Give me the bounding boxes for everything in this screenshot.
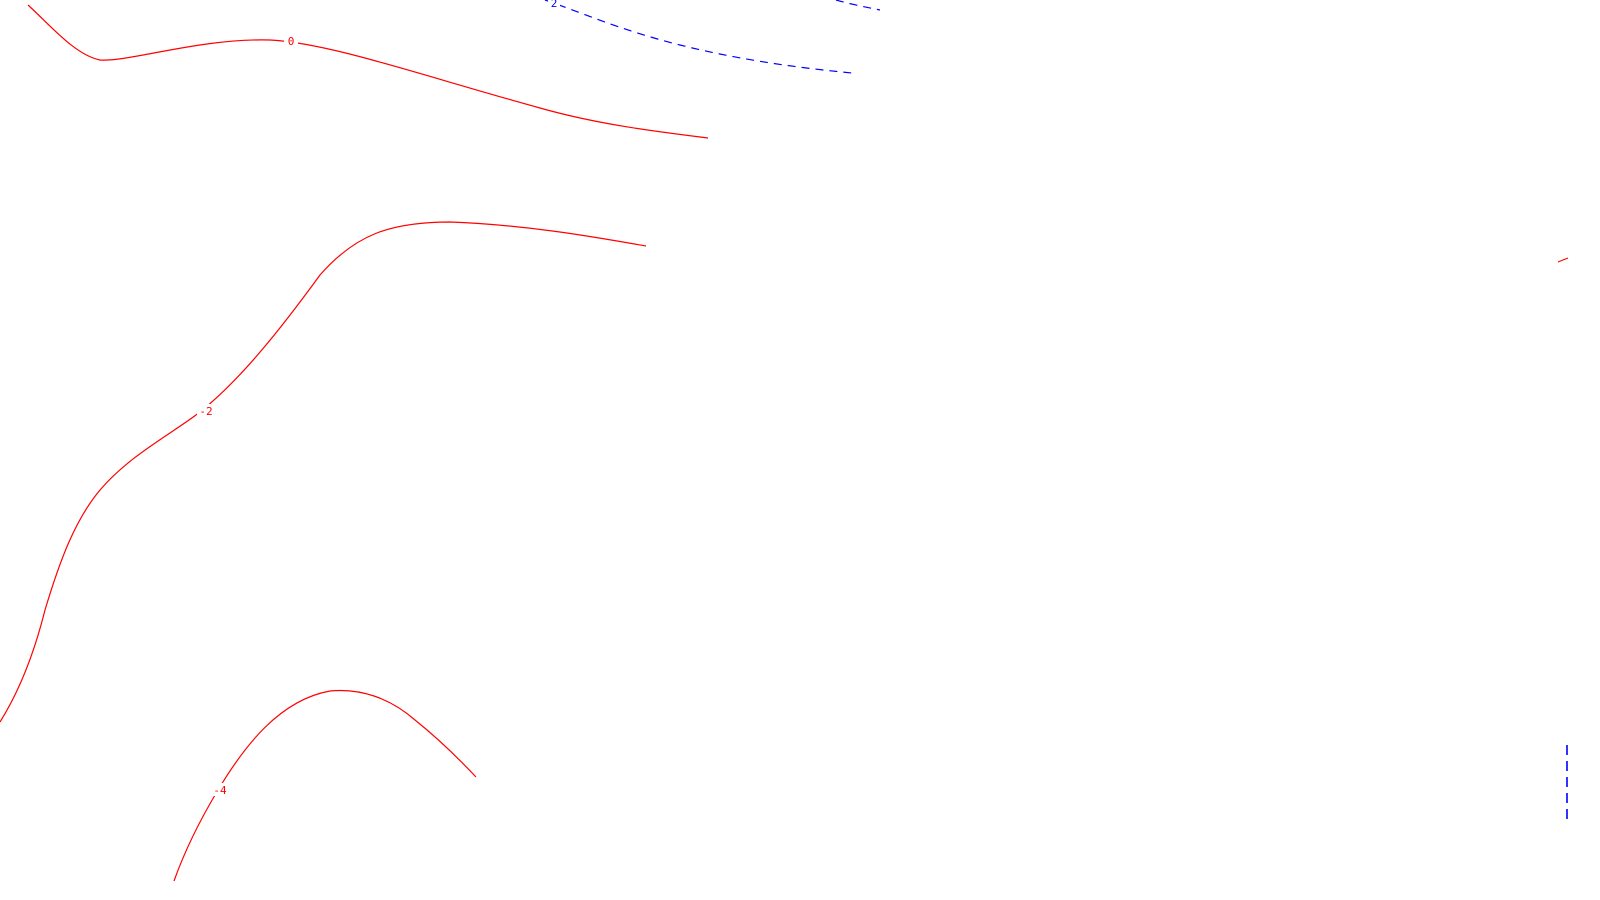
contour-blue-top-label-bg	[548, 0, 560, 9]
contour-blue-top-right-path	[835, 0, 881, 11]
contour-line-neg2-upper: -2	[0, 221, 647, 723]
contour-neg4-label: -4	[213, 784, 227, 797]
contour-neg4-label-bg	[211, 783, 231, 796]
contour-blue-top-label: 2	[551, 0, 558, 10]
contour-neg2-label: -2	[199, 405, 212, 418]
contour-zero-path	[27, 4, 709, 139]
contour-neg2-label-bg	[197, 404, 217, 417]
contour-neg4-path	[173, 689, 477, 882]
contour-line-neg4: -4	[173, 689, 477, 882]
contour-line-edge-right-red	[1557, 257, 1569, 263]
contour-blue-top-path	[544, 0, 853, 74]
contour-line-blue-top-right	[835, 0, 881, 11]
contour-line-zero: 0	[27, 4, 709, 139]
contour-line-blue-top: 2	[544, 0, 853, 74]
contour-edge-right-red-path	[1557, 257, 1569, 263]
contour-zero-label-bg	[284, 34, 298, 47]
contour-neg2-upper-path	[0, 221, 647, 723]
contour-zero-label: 0	[288, 35, 295, 48]
